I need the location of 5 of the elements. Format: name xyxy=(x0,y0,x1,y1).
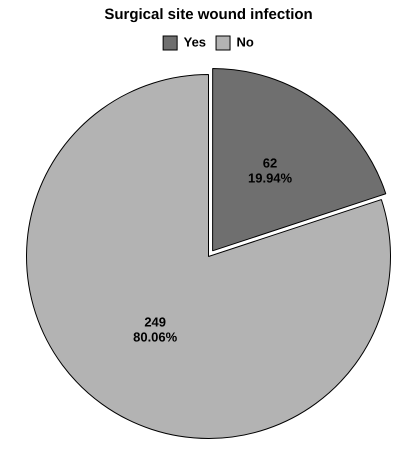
data-label: 249 80.06% xyxy=(133,314,178,344)
legend-label: No xyxy=(236,34,254,50)
legend-label: Yes xyxy=(184,34,206,50)
data-label: 62 19.94% xyxy=(248,156,293,186)
chart-title: Surgical site wound infection xyxy=(104,6,313,24)
